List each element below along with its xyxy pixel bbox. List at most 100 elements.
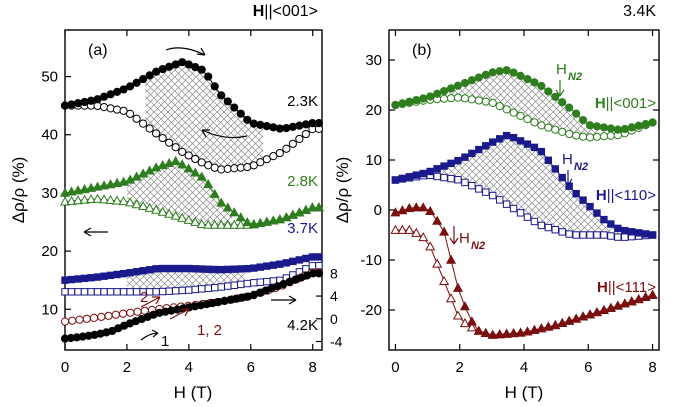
panel-b-0-up-point [585,121,595,130]
panel-a-x-tick-label: 8 [309,359,317,376]
panel-b-0-down-point [523,115,532,124]
panel-b-1-down-point [537,221,546,230]
panel-a-2.3K-down-point [158,133,167,143]
panel-b-y-tick-label: 0 [374,202,382,219]
panel-a-2.8K-down-point [66,195,77,205]
panel-a-right-tick-label: 4 [330,288,338,304]
panel-b-0-up-point [613,125,622,134]
panel-a-2.8K-up-point [79,184,90,194]
panel-b-1-down-point [440,173,448,182]
panel-a-y-tick-label: 40 [41,127,58,144]
panel-b-0-up-point [460,78,470,88]
panel-b-0-up-point [544,87,553,96]
panel-b-0-down-point [565,129,574,139]
panel-b-1-up-point [398,174,407,183]
panel-b-0-up-point [537,81,546,91]
panel-a-3.7K-up-point [106,271,115,280]
panel-b-1-up-point [391,176,400,184]
panel-a-4p2k-red-point [60,317,70,326]
panel-a-3.7K-down-point [87,288,95,296]
panel-b-0-up-point [572,109,581,118]
panel-b-0-down-point [509,108,518,117]
panel-b-0-down-point [460,94,470,103]
panel-b-y-tick-label: 30 [365,52,382,69]
panel-b-2-down-point [459,318,470,328]
panel-a-2.3K-down-point [152,129,161,138]
panel-b-0-down-point [606,131,615,140]
panel-b-0-down-point [453,93,463,102]
panel-b-1-down-point [454,176,462,184]
panel-a-3.7K-up-point [204,265,212,273]
panel-b-1-up-point [607,220,615,228]
panel-a-2.8K-up-point [203,178,214,189]
panel-b-0-up-point [641,120,650,129]
panel-a-2.8K-up-point [268,215,279,225]
panel-b-2-up-point [404,202,415,213]
panel-a-2.8K-up-point [105,179,116,189]
label-h001: H||<001> [595,95,656,112]
panel-b-0-up-point [578,116,588,125]
label-2p8k: 2.8K [287,173,318,190]
panel-a-x-tick-label: 2 [123,359,131,376]
panel-b-2-up-point [487,329,498,339]
panel-b-0-down-point [551,125,560,134]
panel-a-2.8K-up-point [287,209,298,219]
panel-a-y-tick-label: 20 [41,243,58,260]
panel-a-3.7K-up-point [139,267,147,275]
panel-a-3.7K-up-point [165,264,173,273]
panel-b-0-up-point [502,66,511,75]
hn2-maroon-arrow [449,226,459,245]
panel-a-3.7K-down-point [100,288,108,296]
panel-b-y-tick-label: -20 [360,302,382,319]
panel-a-2.8K-down-point [209,219,220,229]
panel-a-2.3K-up-point [269,123,278,132]
panel-a-2.8K-down-point [157,206,168,216]
panel-b-y-tick-label: 10 [365,152,382,169]
panel-b-1-up-point [641,230,650,238]
panel-a-2.8K-up-point [99,180,110,190]
panel-a-2.8K-up-point [59,187,71,197]
panel-b-2-down-point [432,258,443,268]
panel-a-xlabel: H (T) [174,383,213,402]
panel-b-2-down-point [411,227,422,237]
panel-a-3.7K-down-point [106,288,115,296]
panel-b-1-up-point [447,159,455,168]
panel-a-arrows [83,47,297,341]
panel-a-2.3K-down-point [288,139,297,148]
panel-a-2.3K-up-point [301,120,310,129]
panel-a-3.7K-up-point [93,273,102,281]
label-h110-dir: ||<110> [607,187,656,204]
panel-b-2-down-point [397,224,408,234]
panel-a-3.7K-up-point [152,265,160,273]
panel-a-2.3K-down-point [249,161,258,170]
panel-a-2.8K-up-point [72,185,84,195]
panel-a-2.8K-down-point [144,202,155,212]
panel-a-2.8K-up-point [222,202,233,212]
panel-b-0-up-point [558,98,567,107]
panel-b-hysteresis-area [421,136,621,238]
panel-b-2-up-point [432,215,443,225]
panel-a-x-tick-label: 0 [61,359,69,376]
panel-a-2.3K-up-point [67,100,76,109]
panel-b-2-up-point [529,324,540,334]
panel-b-0-up-point [433,89,442,98]
panel-b-0-down-point [592,132,602,141]
panel-a-ylabel: Δρ/ρ (%) [9,157,28,224]
panel-a-2.8K-up-point [196,171,207,181]
panel-a-2.8K-up-point [294,207,305,217]
panel-b-1-up-point [648,231,657,239]
panel-a-3.7K-up-point [178,264,186,273]
panel-a-2.3K-down-point [184,151,193,160]
panel-a-4p2k-red-point [68,316,77,325]
panel-b-1-down-point [593,231,601,239]
hn2-green: H N2 [555,61,582,97]
panel-a-3.7K-up-point [289,257,297,266]
panel-a-2.3K-down-point [99,103,109,112]
panel-a-header: H||<001> [253,3,318,20]
panel-b-0-up-point [446,84,456,93]
panel-a-4p2k-red-point [75,315,84,324]
panel-a-4p2k-red-point [133,307,142,316]
panel-a-right-tick-label: 8 [330,265,338,281]
panel-b-0-up-point [627,123,636,132]
panel-a-x-tick-label: 6 [247,359,255,376]
